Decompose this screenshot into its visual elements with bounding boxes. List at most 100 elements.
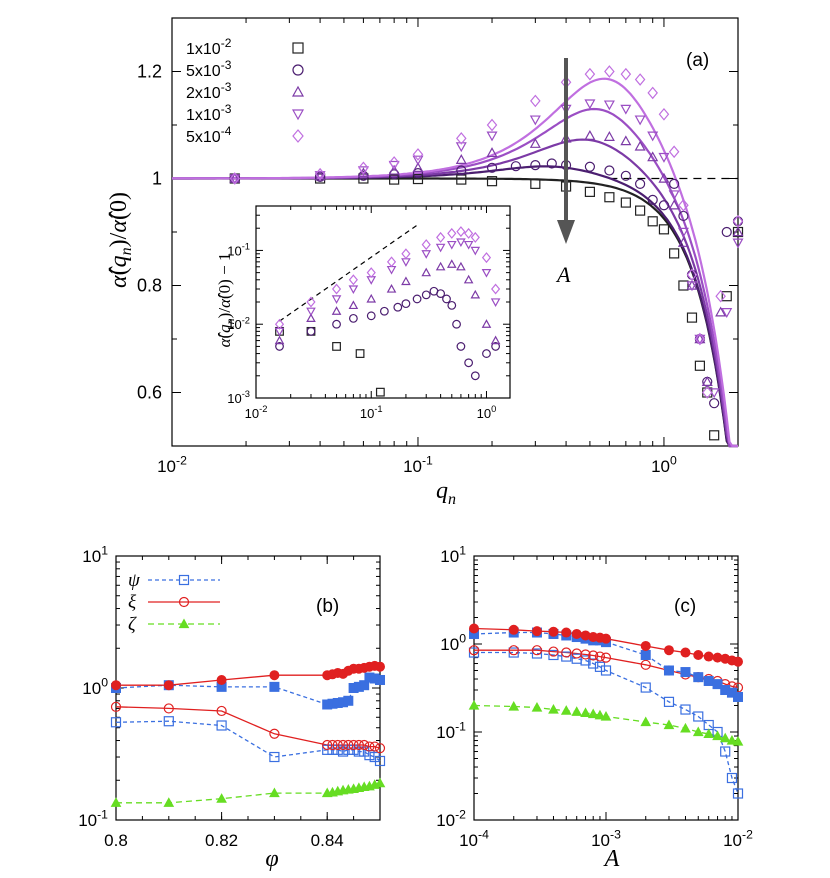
panel-a-ticks: 10-2 10-1 100 0.6 0.8 1 1.2 bbox=[137, 17, 739, 476]
y-tick-label: 100 bbox=[440, 631, 466, 654]
data-point-triangle-up bbox=[732, 226, 744, 237]
inset-point-triangle-up bbox=[481, 319, 492, 328]
inset-point-triangle-down bbox=[435, 243, 446, 253]
svg-text:α̂(qn)/α̂(0) − 1: α̂(qn)/α̂(0) − 1 bbox=[215, 253, 237, 348]
inset-point-circle bbox=[275, 342, 284, 351]
data-point-triangle-filled bbox=[703, 728, 715, 739]
inset-point-square bbox=[355, 349, 365, 358]
legend-label-triangle-up: 2x10-3 bbox=[186, 80, 232, 102]
inset-point-triangle-down bbox=[348, 285, 359, 295]
data-point-circle-filled bbox=[693, 649, 704, 660]
data-point-square bbox=[669, 248, 680, 259]
inset-point-diamond bbox=[306, 296, 316, 308]
data-point-circle-filled bbox=[163, 680, 174, 691]
data-point-square-open bbox=[110, 717, 122, 728]
inset-point-circle bbox=[332, 319, 341, 329]
data-point-triangle-down bbox=[694, 334, 706, 345]
data-point-square-filled bbox=[269, 681, 280, 692]
y-tick-label: 10-1 bbox=[78, 807, 108, 830]
inset-point-triangle-down bbox=[481, 268, 492, 278]
panel-b-lines bbox=[115, 665, 381, 804]
inset-point-triangle-up bbox=[456, 261, 466, 271]
data-point-circle bbox=[510, 161, 521, 172]
data-point-circle-filled bbox=[601, 633, 611, 644]
data-point-triangle-filled bbox=[600, 710, 612, 721]
data-point-square-open bbox=[594, 661, 606, 672]
data-point-circle-open bbox=[327, 739, 338, 751]
inset-point-triangle-up bbox=[446, 259, 457, 268]
inset-point-diamond bbox=[470, 231, 480, 243]
data-point-diamond bbox=[647, 86, 658, 100]
panel-c-frame bbox=[473, 555, 739, 821]
data-point-circle-open bbox=[359, 739, 370, 751]
data-point-circle bbox=[669, 178, 680, 189]
inset-point-diamond bbox=[348, 274, 358, 286]
data-point-square-filled bbox=[663, 665, 674, 676]
data-point-circle-filled bbox=[269, 670, 280, 681]
inset-point-square bbox=[332, 342, 341, 351]
inset-point-triangle-up bbox=[348, 300, 359, 310]
inset-point-diamond bbox=[464, 227, 474, 239]
data-point-circle bbox=[635, 178, 646, 189]
series-line-square-open bbox=[115, 720, 381, 762]
data-point-triangle-down bbox=[412, 155, 424, 166]
x-tick-label: 10-2 bbox=[157, 453, 187, 476]
data-point-square bbox=[678, 280, 689, 291]
inset-point-circle bbox=[447, 300, 457, 310]
data-point-circle-open bbox=[548, 646, 559, 657]
inset-point-triangle-down bbox=[456, 238, 466, 248]
data-point-square-open bbox=[640, 682, 651, 693]
data-point-circle-filled bbox=[561, 627, 572, 638]
panel-a-markers bbox=[229, 65, 744, 441]
data-point-square-filled bbox=[680, 667, 691, 678]
y-tick-label: 10-1 bbox=[436, 719, 466, 742]
panel-a-fit-curves bbox=[171, 77, 738, 448]
legend-label-triangle-down: 1x10-3 bbox=[186, 102, 232, 124]
panel-a: 10-2 10-1 100 0.6 0.8 1 1.2 (a) A 1x10-25x10-3… bbox=[106, 17, 744, 508]
data-point-triangle-filled bbox=[374, 777, 386, 788]
data-point-square-filled bbox=[693, 672, 704, 683]
data-point-triangle-up bbox=[715, 306, 727, 317]
data-point-circle bbox=[709, 398, 720, 409]
data-point-diamond bbox=[456, 132, 467, 145]
inset-point-circle bbox=[470, 371, 480, 381]
data-point-triangle-up bbox=[388, 164, 400, 175]
x-tick-label: 10-1 bbox=[403, 453, 433, 476]
inset-power-law-line bbox=[279, 224, 418, 322]
legend-label-circle: 5x10-3 bbox=[186, 58, 232, 80]
data-point-circle-filled bbox=[680, 647, 691, 658]
panel-a-label: (a) bbox=[686, 50, 709, 71]
data-point-triangle-down bbox=[584, 99, 596, 110]
inset-point-triangle-down bbox=[421, 250, 432, 259]
data-point-circle-filled bbox=[733, 656, 743, 667]
data-point-square-open bbox=[732, 788, 744, 799]
data-point-triangle-up bbox=[634, 140, 646, 151]
inset-point-circle bbox=[491, 342, 501, 351]
x-tick-label: 0.8 bbox=[104, 831, 128, 850]
data-point-diamond bbox=[358, 161, 369, 175]
data-point-circle-filled bbox=[375, 661, 385, 672]
data-point-triangle-filled bbox=[110, 797, 122, 807]
data-point-triangle-up bbox=[647, 151, 659, 162]
data-point-diamond bbox=[701, 386, 713, 399]
legend-symbol-1: ξ bbox=[128, 592, 137, 613]
y-tick-label: 101 bbox=[82, 543, 108, 566]
data-point-circle bbox=[604, 165, 615, 176]
inset-point-circle bbox=[401, 299, 411, 309]
data-point-square-open bbox=[531, 648, 543, 659]
data-point-circle-filled bbox=[703, 651, 714, 662]
panel-c-markers bbox=[468, 623, 744, 799]
data-point-circle bbox=[456, 165, 467, 176]
data-point-triangle-filled bbox=[594, 709, 606, 720]
data-point-square bbox=[686, 312, 698, 323]
data-point-square-open bbox=[663, 696, 675, 707]
inset-point-circle bbox=[464, 358, 474, 368]
data-point-triangle-up bbox=[486, 147, 498, 158]
inset-point-triangle-up bbox=[421, 267, 432, 277]
data-point-triangle-up bbox=[677, 236, 689, 247]
amplitude-arrow: A bbox=[555, 58, 575, 287]
inset-point-circle bbox=[452, 319, 461, 329]
data-point-square bbox=[647, 216, 658, 227]
data-point-diamond bbox=[314, 167, 326, 181]
data-point-circle-open bbox=[640, 659, 651, 670]
